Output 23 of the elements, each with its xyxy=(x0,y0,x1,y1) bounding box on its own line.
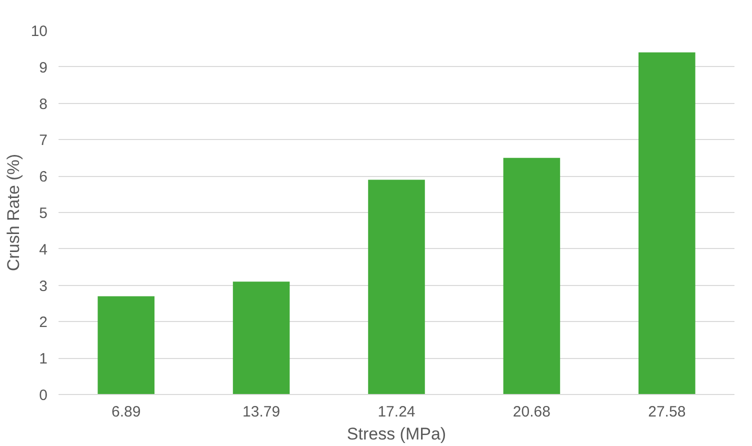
bar xyxy=(503,158,560,394)
y-axis-title: Crush Rate (%) xyxy=(4,154,23,272)
y-tick-label: 7 xyxy=(39,132,48,150)
bar xyxy=(232,282,290,394)
y-tick-label: 9 xyxy=(39,59,48,76)
y-tick-label: 6 xyxy=(39,168,48,186)
bar xyxy=(98,296,154,394)
x-tick-label: 17.24 xyxy=(378,404,416,420)
x-tick-label: 13.79 xyxy=(242,404,280,420)
y-tick-label: 5 xyxy=(39,205,48,222)
y-tick-label: 4 xyxy=(39,241,48,258)
y-tick-label: 3 xyxy=(39,278,48,295)
y-tick-label: 10 xyxy=(30,23,48,40)
y-tick-label: 0 xyxy=(39,387,48,404)
x-axis-title: Stress (MPa) xyxy=(346,424,446,444)
x-tick-label: 20.68 xyxy=(512,404,550,420)
y-tick-label: 1 xyxy=(39,350,48,368)
y-tick-label: 2 xyxy=(39,314,48,332)
y-tick-label: 8 xyxy=(39,96,48,113)
x-tick-label: 27.58 xyxy=(648,404,686,420)
bar xyxy=(638,52,696,394)
bar xyxy=(368,180,425,394)
x-tick-label: 6.89 xyxy=(112,404,141,420)
